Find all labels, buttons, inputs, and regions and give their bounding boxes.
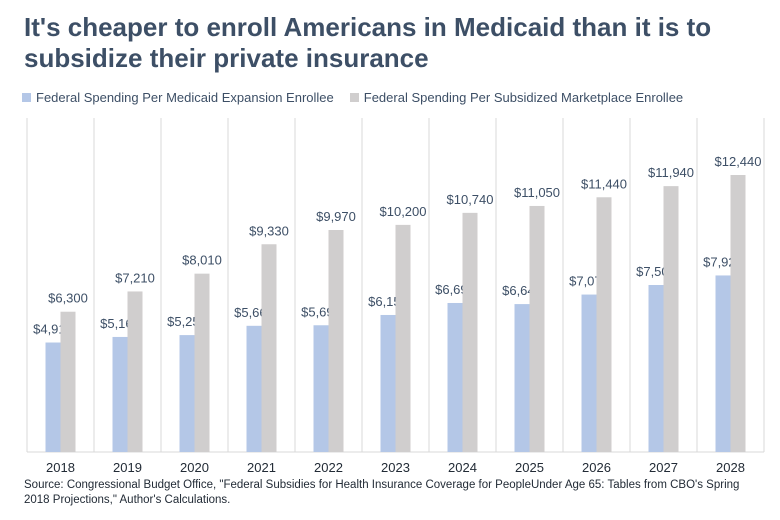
legend-item-marketplace: Federal Spending Per Subsidized Marketpl… [349,89,684,105]
x-tick-label: 2023 [381,460,410,475]
chart-title: It's cheaper to enroll Americans in Medi… [24,12,712,73]
bar-medicaid [313,325,329,452]
bar-medicaid [715,275,731,452]
data-label-marketplace: $10,200 [380,204,427,219]
data-label-marketplace: $10,740 [447,192,494,207]
x-tick-label: 2021 [247,460,276,475]
x-tick-label: 2028 [716,460,745,475]
x-tick-label: 2022 [314,460,343,475]
data-label-marketplace: $6,300 [48,291,88,306]
bar-marketplace [261,244,277,452]
data-label-marketplace: $9,970 [316,209,356,224]
legend-item-medicaid: Federal Spending Per Medicaid Expansion … [22,90,334,105]
bar-medicaid [648,285,664,452]
x-tick-label: 2018 [46,460,75,475]
legend: Federal Spending Per Medicaid Expansion … [22,88,699,106]
bar-marketplace [328,230,344,452]
bar-marketplace [596,197,612,452]
bar-marketplace [395,224,411,452]
legend-label-medicaid: Federal Spending Per Medicaid Expansion … [36,89,334,105]
x-tick-label: 2020 [180,460,209,475]
bar-marketplace [730,175,746,452]
bar-marketplace [127,291,143,452]
data-label-marketplace: $11,050 [514,185,560,200]
data-label-marketplace: $12,440 [715,154,762,169]
x-tick-label: 2026 [582,460,611,475]
data-label-marketplace: $9,330 [249,223,289,238]
bar-marketplace [462,212,478,452]
x-tick-label: 2027 [649,460,678,475]
data-label-marketplace: $7,210 [115,270,155,285]
legend-label-marketplace: Federal Spending Per Subsidized Marketpl… [363,89,684,105]
bar-medicaid [112,336,128,452]
data-label-marketplace: $8,010 [182,253,222,268]
x-tick-label: 2025 [515,460,544,475]
legend-swatch-medicaid [22,92,31,102]
bar-medicaid [246,325,262,452]
x-tick-label: 2024 [448,460,477,475]
bar-medicaid [380,314,396,452]
bar-medicaid [581,294,597,452]
legend-swatch-marketplace [349,92,359,102]
bar-marketplace [60,311,76,452]
bar-medicaid [45,342,61,452]
bar-marketplace [529,205,545,452]
bar-medicaid [179,335,195,452]
data-label-marketplace: $11,440 [581,176,627,191]
source-note: Source: Congressional Budget Office, "Fe… [24,479,740,506]
x-tick-label: 2019 [113,460,142,475]
bar-marketplace [663,186,679,453]
bar-marketplace [194,273,210,452]
bar-medicaid [447,302,463,452]
data-label-marketplace: $11,940 [648,165,694,180]
bar-medicaid [514,304,530,452]
